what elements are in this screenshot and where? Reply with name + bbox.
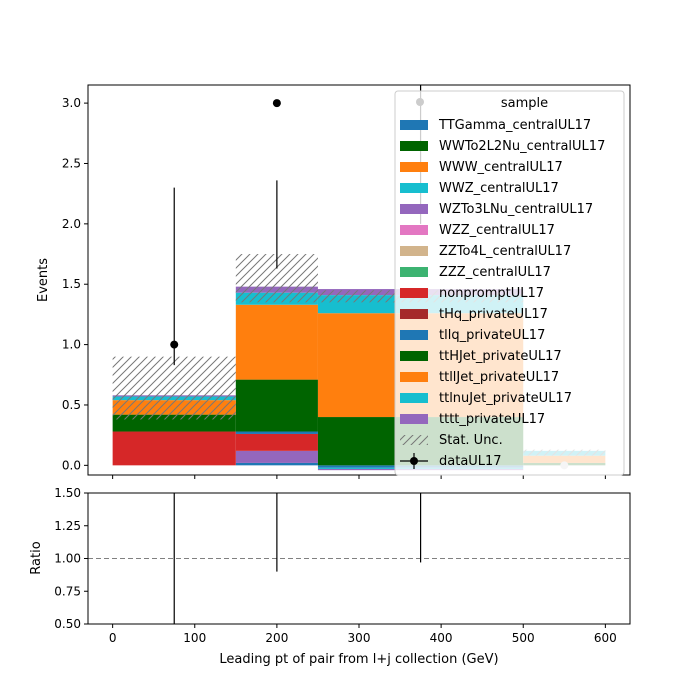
legend-label: TTGamma_centralUL17 xyxy=(438,118,591,133)
legend-swatch xyxy=(400,435,428,445)
x-tick-label: 400 xyxy=(430,631,453,645)
legend-label: WWW_centralUL17 xyxy=(439,160,563,175)
legend-swatch xyxy=(400,351,428,361)
bar-segment xyxy=(235,433,318,451)
legend-swatch xyxy=(400,309,428,319)
top-panel: 0.0 0.5 1.0 1.5 2.0 2.5 3.0 Events sample TTGam… xyxy=(36,84,631,479)
legend-swatch xyxy=(400,204,428,214)
ratio-error-bars xyxy=(173,493,422,624)
y-tick-label: 2.5 xyxy=(62,156,81,170)
legend-swatch xyxy=(400,372,428,382)
ratio-y-tick-label: 1.00 xyxy=(54,552,81,566)
x-tick-label: 600 xyxy=(594,631,617,645)
legend-label: nonpromptUL17 xyxy=(439,286,544,301)
legend-label: ttHJet_privateUL17 xyxy=(439,349,562,364)
x-tick-label: 500 xyxy=(512,631,535,645)
bar-segment xyxy=(235,304,318,380)
y-tick-label: 3.0 xyxy=(62,96,81,110)
y-tick-label: 0.5 xyxy=(62,398,81,412)
ratio-panel: 0.50 0.75 1.00 1.25 1.50 0 100 200 300 400 500 600… xyxy=(29,486,631,667)
data-point xyxy=(170,340,179,349)
bar-segment xyxy=(235,450,318,463)
legend-swatch xyxy=(410,457,418,465)
x-tick-label: 100 xyxy=(183,631,206,645)
y-tick-label: 1.5 xyxy=(62,277,81,291)
y-tick-label: 0.0 xyxy=(62,458,81,472)
legend-label: ttlnuJet_privateUL17 xyxy=(439,391,572,406)
legend-label: WWTo2L2Nu_centralUL17 xyxy=(439,139,605,154)
bar-segment xyxy=(235,431,318,434)
x-axis-label: Leading pt of pair from l+j collection (… xyxy=(219,652,498,667)
legend-title: sample xyxy=(501,96,548,111)
ratio-y-tick-label: 1.25 xyxy=(54,519,81,533)
legend-swatch xyxy=(400,183,428,193)
bar-segment xyxy=(235,462,318,466)
stat-unc-band xyxy=(112,356,236,420)
legend-box xyxy=(394,90,625,476)
legend-swatch xyxy=(400,288,428,298)
ratio-y-axis-ticks: 0.50 0.75 1.00 1.25 1.50 xyxy=(54,486,88,631)
legend-label: ttllJet_privateUL17 xyxy=(439,370,559,385)
data-point xyxy=(272,99,281,108)
y-tick-label: 1.0 xyxy=(62,338,81,352)
legend-title-marker xyxy=(416,98,424,106)
legend-swatch xyxy=(400,267,428,277)
legend-swatch xyxy=(400,414,428,424)
legend-label: Stat. Unc. xyxy=(439,433,503,448)
legend-label: WZTo3LNu_centralUL17 xyxy=(439,202,593,217)
legend: sample TTGamma_centralUL17 WWTo2L2Nu_centr… xyxy=(394,90,625,476)
legend-swatch xyxy=(400,120,428,130)
legend-label: ZZZ_centralUL17 xyxy=(439,265,551,280)
legend-swatch xyxy=(400,330,428,340)
legend-label: WWZ_centralUL17 xyxy=(439,181,559,196)
bar-segment xyxy=(112,431,236,466)
legend-label: WZZ_centralUL17 xyxy=(439,223,555,238)
legend-label: tHq_privateUL17 xyxy=(439,307,548,322)
legend-label: tllq_privateUL17 xyxy=(439,328,545,343)
ratio-y-tick-label: 1.50 xyxy=(54,486,81,500)
x-tick-label: 300 xyxy=(348,631,371,645)
legend-swatch xyxy=(400,393,428,403)
x-tick-label: 0 xyxy=(109,631,117,645)
ratio-y-axis-label: Ratio xyxy=(29,541,44,574)
legend-swatch xyxy=(400,246,428,256)
legend-label: dataUL17 xyxy=(439,454,502,469)
legend-swatch xyxy=(400,141,428,151)
ratio-x-axis-ticks: 0 100 200 300 400 500 600 xyxy=(109,624,617,645)
ratio-y-tick-label: 0.75 xyxy=(54,584,81,598)
legend-label: tttt_privateUL17 xyxy=(439,412,545,427)
y-tick-label: 2.0 xyxy=(62,217,81,231)
legend-swatch xyxy=(400,162,428,172)
ratio-y-tick-label: 0.50 xyxy=(54,617,81,631)
top-y-axis-ticks: 0.0 0.5 1.0 1.5 2.0 2.5 3.0 xyxy=(62,96,88,472)
top-y-axis-label: Events xyxy=(36,258,51,302)
legend-label: ZZTo4L_centralUL17 xyxy=(439,244,571,259)
legend-swatch xyxy=(400,225,428,235)
x-tick-label: 200 xyxy=(265,631,288,645)
bar-segment xyxy=(235,379,318,432)
top-x-axis-ticks xyxy=(112,475,606,479)
